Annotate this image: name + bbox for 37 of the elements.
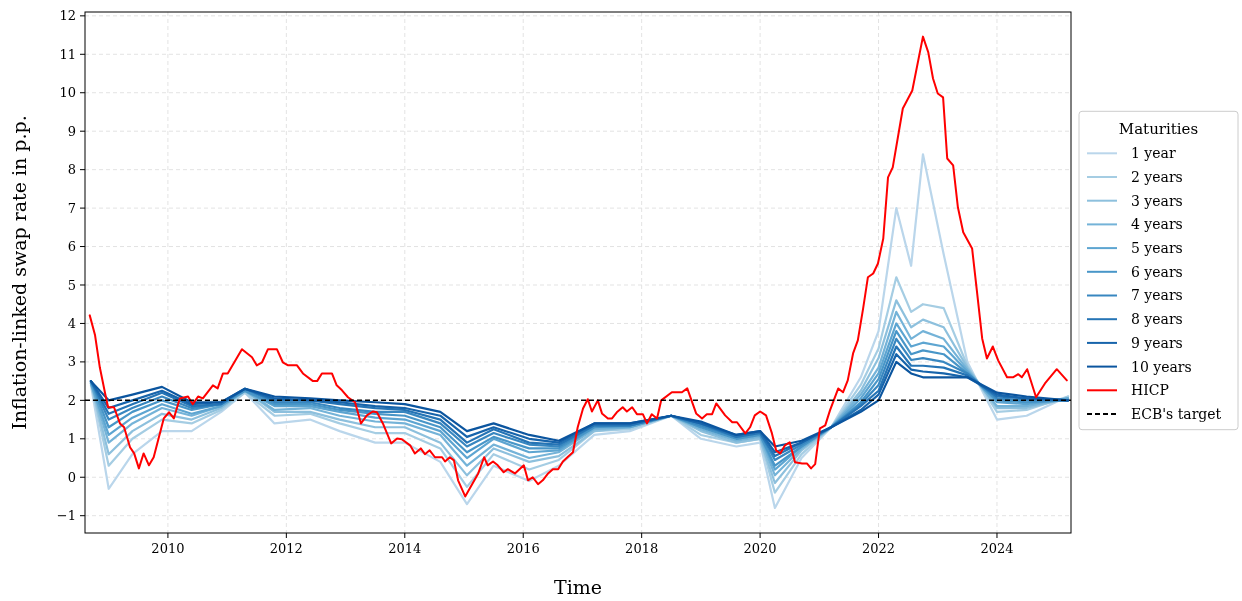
y-tick-label: 9 (67, 123, 76, 139)
legend-title: Maturities (1118, 120, 1199, 139)
x-tick-label: 2016 (506, 541, 540, 556)
y-tick-label: 7 (67, 200, 76, 216)
x-tick-label: 2012 (269, 541, 303, 556)
x-tick-label: 2014 (388, 541, 422, 556)
legend-label: 9 years (1131, 334, 1183, 351)
y-tick-label: 8 (67, 162, 76, 178)
y-tick-label: 12 (59, 8, 76, 24)
x-axis-title: Time (553, 576, 603, 598)
x-tick-label: 2022 (861, 541, 896, 556)
legend-label: 4 years (1131, 216, 1183, 233)
y-tick-label: 5 (67, 277, 76, 293)
y-tick-label: −1 (56, 508, 76, 524)
legend-label: 7 years (1131, 287, 1183, 304)
x-tick-label: 2020 (743, 541, 777, 556)
legend-label: ECB's target (1131, 405, 1222, 422)
y-tick-label: 0 (67, 469, 76, 485)
y-tick-label: 11 (59, 46, 76, 62)
y-axis-title: Inflation-linked swap rate in p.p. (8, 115, 30, 430)
y-tick-label: 2 (67, 392, 76, 408)
y-tick-label: 10 (59, 85, 76, 101)
x-tick-label: 2024 (980, 541, 1014, 556)
y-tick-label: 6 (67, 239, 76, 255)
legend-label: 2 years (1131, 168, 1183, 185)
legend-label: 6 years (1131, 263, 1183, 280)
legend-label: 8 years (1131, 311, 1183, 328)
x-tick-label: 2010 (151, 541, 185, 556)
legend-label: 10 years (1131, 358, 1192, 375)
y-tick-label: 4 (67, 316, 76, 331)
x-tick-label: 2018 (625, 541, 659, 556)
y-tick-label: 3 (67, 354, 76, 370)
y-tick-label: 1 (67, 431, 76, 447)
legend-label: 5 years (1131, 240, 1183, 256)
legend-label: 3 years (1131, 192, 1183, 209)
legend-label: 1 year (1131, 145, 1176, 162)
legend-label: HICP (1131, 382, 1169, 399)
